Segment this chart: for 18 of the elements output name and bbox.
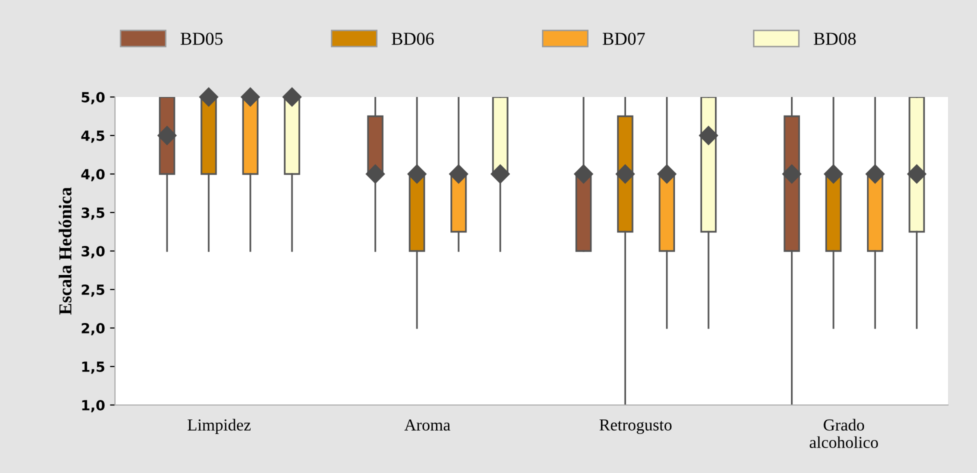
y-tick-label: 4,0 (81, 168, 105, 182)
y-tick-label: 1,0 (82, 400, 105, 412)
y-tick-label: 3,5 (82, 207, 104, 220)
legend-label: BD05 (180, 32, 223, 45)
y-tick-label: 5,0 (82, 92, 105, 104)
y-tick-label: 3,0 (82, 246, 105, 258)
y-tick-label: 1,5 (82, 362, 104, 374)
y-tick-label: 2,0 (82, 322, 105, 336)
legend-label: BD07 (602, 32, 645, 45)
legend-label: BD08 (814, 32, 856, 45)
x-tick-label: Limpidez (188, 418, 251, 434)
y-tick-label: 2,5 (82, 284, 104, 297)
x-tick-label: Aroma (404, 419, 450, 431)
y-axis-title: Escala Hedónica (58, 187, 72, 315)
legend-label: BD06 (392, 32, 434, 45)
y-tick-label: 4,5 (81, 130, 104, 143)
x-tick-label: Grado alcoholico (810, 418, 878, 448)
x-tick-label: Retrogusto (600, 419, 672, 434)
